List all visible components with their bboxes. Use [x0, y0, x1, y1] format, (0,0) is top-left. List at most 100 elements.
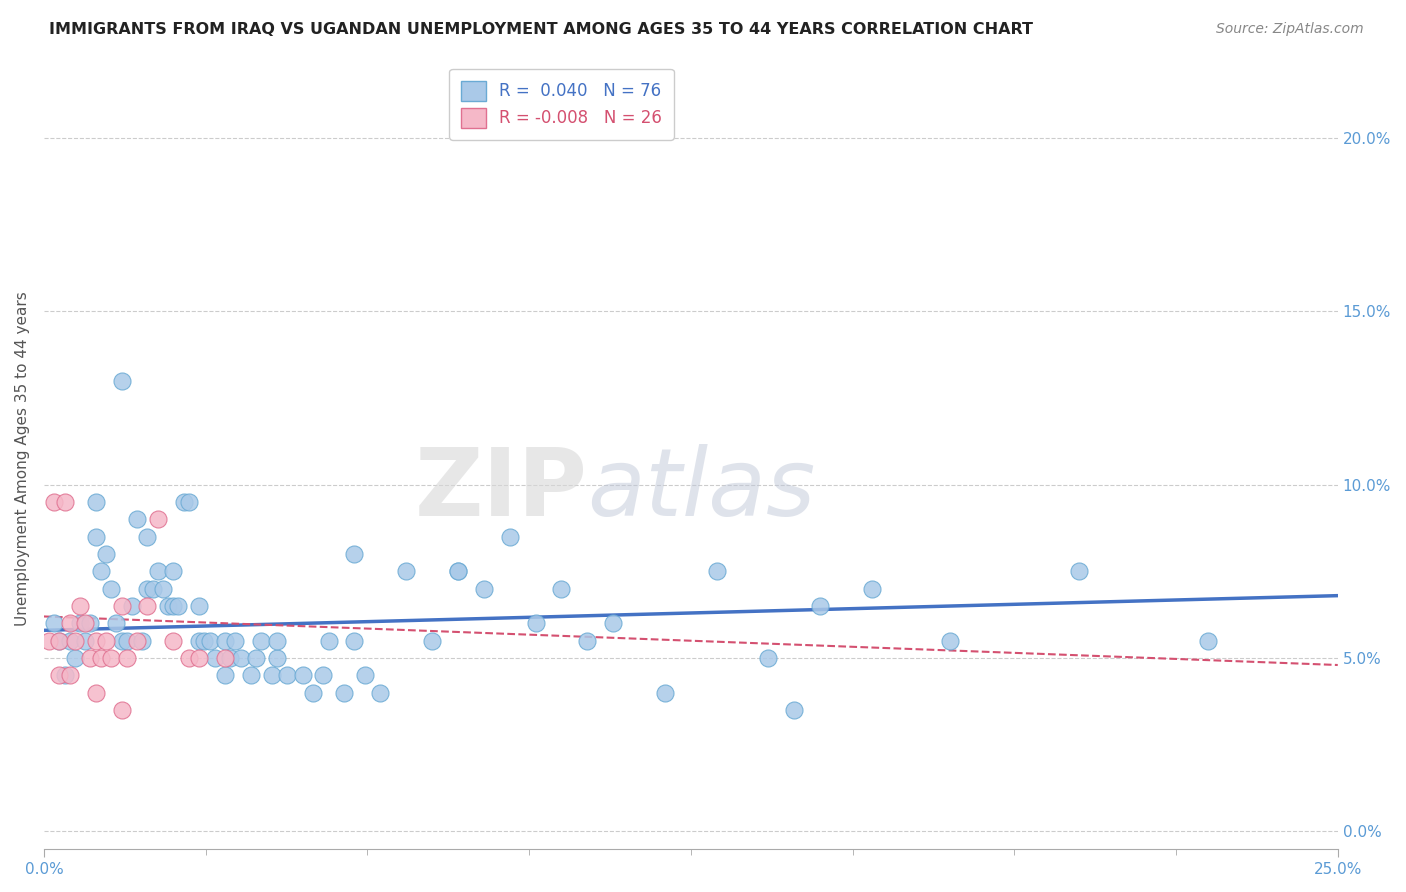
Immigrants from Iraq [105, 616, 128, 631]
Immigrants from Iraq [576, 633, 599, 648]
Immigrants from Iraq [860, 582, 883, 596]
Immigrants from Iraq [938, 633, 960, 648]
Immigrants from Iraq [260, 668, 283, 682]
Immigrants from Iraq [266, 633, 288, 648]
Immigrants from Iraq [333, 686, 356, 700]
Immigrants from Iraq [420, 633, 443, 648]
Immigrants from Iraq [157, 599, 180, 613]
Immigrants from Iraq [353, 668, 375, 682]
Immigrants from Iraq [343, 633, 366, 648]
Ugandans [100, 651, 122, 665]
Ugandans [110, 599, 132, 613]
Ugandans [59, 668, 82, 682]
Immigrants from Iraq [90, 565, 112, 579]
Immigrants from Iraq [198, 633, 221, 648]
Immigrants from Iraq [524, 616, 547, 631]
Immigrants from Iraq [472, 582, 495, 596]
Immigrants from Iraq [48, 633, 70, 648]
Ugandans [59, 616, 82, 631]
Immigrants from Iraq [59, 633, 82, 648]
Immigrants from Iraq [193, 633, 215, 648]
Immigrants from Iraq [276, 668, 298, 682]
Immigrants from Iraq [125, 512, 148, 526]
Immigrants from Iraq [136, 582, 159, 596]
Ugandans [115, 651, 138, 665]
Immigrants from Iraq [550, 582, 572, 596]
Immigrants from Iraq [447, 565, 470, 579]
Immigrants from Iraq [110, 374, 132, 388]
Immigrants from Iraq [69, 616, 91, 631]
Immigrants from Iraq [395, 565, 418, 579]
Ugandans [84, 686, 107, 700]
Ugandans [38, 633, 60, 648]
Immigrants from Iraq [100, 582, 122, 596]
Immigrants from Iraq [783, 703, 806, 717]
Ugandans [162, 633, 184, 648]
Immigrants from Iraq [142, 582, 165, 596]
Immigrants from Iraq [177, 495, 200, 509]
Text: ZIP: ZIP [415, 444, 588, 536]
Ugandans [188, 651, 211, 665]
Ugandans [110, 703, 132, 717]
Immigrants from Iraq [302, 686, 325, 700]
Immigrants from Iraq [239, 668, 262, 682]
Immigrants from Iraq [706, 565, 728, 579]
Immigrants from Iraq [214, 668, 236, 682]
Immigrants from Iraq [224, 633, 246, 648]
Text: Source: ZipAtlas.com: Source: ZipAtlas.com [1216, 22, 1364, 37]
Immigrants from Iraq [131, 633, 153, 648]
Immigrants from Iraq [229, 651, 252, 665]
Immigrants from Iraq [343, 547, 366, 561]
Ugandans [75, 616, 97, 631]
Immigrants from Iraq [214, 633, 236, 648]
Immigrants from Iraq [146, 565, 169, 579]
Immigrants from Iraq [75, 633, 97, 648]
Ugandans [90, 651, 112, 665]
Immigrants from Iraq [204, 651, 226, 665]
Text: atlas: atlas [588, 444, 815, 535]
Immigrants from Iraq [291, 668, 314, 682]
Immigrants from Iraq [447, 565, 470, 579]
Ugandans [94, 633, 117, 648]
Immigrants from Iraq [312, 668, 335, 682]
Ugandans [48, 668, 70, 682]
Immigrants from Iraq [115, 633, 138, 648]
Ugandans [125, 633, 148, 648]
Ugandans [136, 599, 159, 613]
Ugandans [69, 599, 91, 613]
Immigrants from Iraq [245, 651, 267, 665]
Immigrants from Iraq [250, 633, 273, 648]
Immigrants from Iraq [121, 599, 143, 613]
Immigrants from Iraq [188, 599, 211, 613]
Immigrants from Iraq [758, 651, 780, 665]
Immigrants from Iraq [162, 565, 184, 579]
Immigrants from Iraq [53, 668, 76, 682]
Immigrants from Iraq [110, 633, 132, 648]
Immigrants from Iraq [602, 616, 624, 631]
Ugandans [48, 633, 70, 648]
Immigrants from Iraq [266, 651, 288, 665]
Immigrants from Iraq [1197, 633, 1219, 648]
Immigrants from Iraq [1067, 565, 1090, 579]
Ugandans [146, 512, 169, 526]
Immigrants from Iraq [499, 530, 522, 544]
Ugandans [177, 651, 200, 665]
Ugandans [84, 633, 107, 648]
Immigrants from Iraq [84, 530, 107, 544]
Immigrants from Iraq [368, 686, 391, 700]
Immigrants from Iraq [162, 599, 184, 613]
Immigrants from Iraq [654, 686, 676, 700]
Immigrants from Iraq [152, 582, 174, 596]
Immigrants from Iraq [79, 616, 101, 631]
Immigrants from Iraq [136, 530, 159, 544]
Immigrants from Iraq [84, 495, 107, 509]
Legend: R =  0.040   N = 76, R = -0.008   N = 26: R = 0.040 N = 76, R = -0.008 N = 26 [449, 69, 673, 140]
Immigrants from Iraq [808, 599, 831, 613]
Immigrants from Iraq [63, 651, 86, 665]
Y-axis label: Unemployment Among Ages 35 to 44 years: Unemployment Among Ages 35 to 44 years [15, 292, 30, 626]
Text: IMMIGRANTS FROM IRAQ VS UGANDAN UNEMPLOYMENT AMONG AGES 35 TO 44 YEARS CORRELATI: IMMIGRANTS FROM IRAQ VS UGANDAN UNEMPLOY… [49, 22, 1033, 37]
Ugandans [79, 651, 101, 665]
Immigrants from Iraq [188, 633, 211, 648]
Immigrants from Iraq [173, 495, 195, 509]
Immigrants from Iraq [44, 616, 66, 631]
